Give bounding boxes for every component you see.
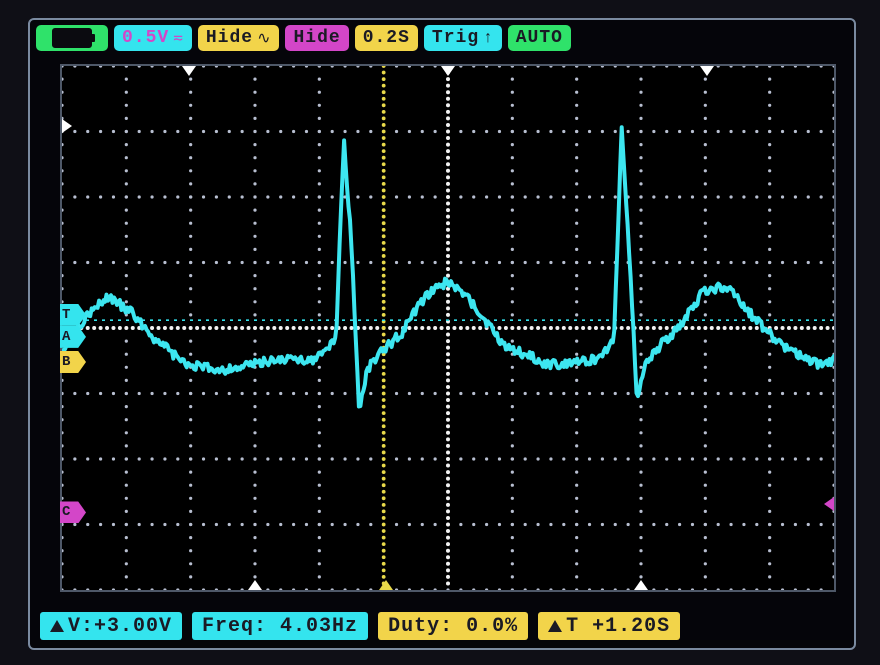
grid (62, 66, 834, 590)
duty-readout: Duty: 0.0% (378, 612, 528, 640)
auto-label: AUTO (516, 28, 563, 48)
battery-icon (52, 28, 92, 48)
auto-button[interactable]: AUTO (508, 25, 571, 51)
delta-icon (50, 620, 64, 632)
wave-icon: ∿ (257, 28, 271, 48)
battery-indicator (36, 25, 108, 51)
delta-v-value: V:+3.00V (68, 615, 172, 638)
frequency-readout: Freq: 4.03Hz (192, 612, 368, 640)
waveform-plot: TABC (60, 64, 836, 592)
freq-value: 4.03Hz (280, 615, 358, 638)
rising-edge-icon: ↑ (483, 29, 494, 47)
volts-per-div-label: 0.5V (122, 28, 169, 48)
delta-t-readout: T +1.20S (538, 612, 680, 640)
cursor-left-arrow[interactable] (62, 119, 72, 133)
freq-label: Freq: (202, 615, 267, 638)
delta-t-value: T +1.20S (566, 615, 670, 638)
volts-per-div-button[interactable]: 0.5V ≂ (114, 25, 192, 51)
hide-b-label: Hide (293, 28, 340, 48)
channel-b-hide-button[interactable]: Hide (285, 25, 348, 51)
status-bar: V:+3.00V Freq: 4.03Hz Duty: 0.0% T +1.20… (40, 612, 844, 642)
cursor-bottom-arrow[interactable] (248, 580, 262, 590)
delta-icon (548, 620, 562, 632)
cursor-bottom-arrow[interactable] (379, 580, 393, 590)
channel-a-hide-button[interactable]: Hide ∿ (198, 25, 280, 51)
cursor-top-arrow[interactable] (441, 66, 455, 76)
duty-value: 0.0% (466, 615, 518, 638)
coupling-icon: ≂ (173, 28, 184, 48)
trigger-button[interactable]: Trig ↑ (424, 25, 502, 51)
trigger-label: Trig (432, 28, 479, 48)
plot-svg (62, 66, 834, 590)
oscilloscope-screen: 0.5V ≂ Hide ∿ Hide 0.2S Trig ↑ AUTO TABC… (28, 18, 856, 650)
hide-a-label: Hide (206, 28, 253, 48)
delta-v-readout: V:+3.00V (40, 612, 182, 640)
cursor-bottom-arrow[interactable] (634, 580, 648, 590)
cursor-right-arrow[interactable] (824, 497, 834, 511)
duty-label: Duty: (388, 615, 453, 638)
cursor-top-arrow[interactable] (182, 66, 196, 76)
top-toolbar: 0.5V ≂ Hide ∿ Hide 0.2S Trig ↑ AUTO (36, 25, 848, 55)
time-per-div-button[interactable]: 0.2S (355, 25, 418, 51)
cursor-top-arrow[interactable] (700, 66, 714, 76)
time-per-div-label: 0.2S (363, 28, 410, 48)
